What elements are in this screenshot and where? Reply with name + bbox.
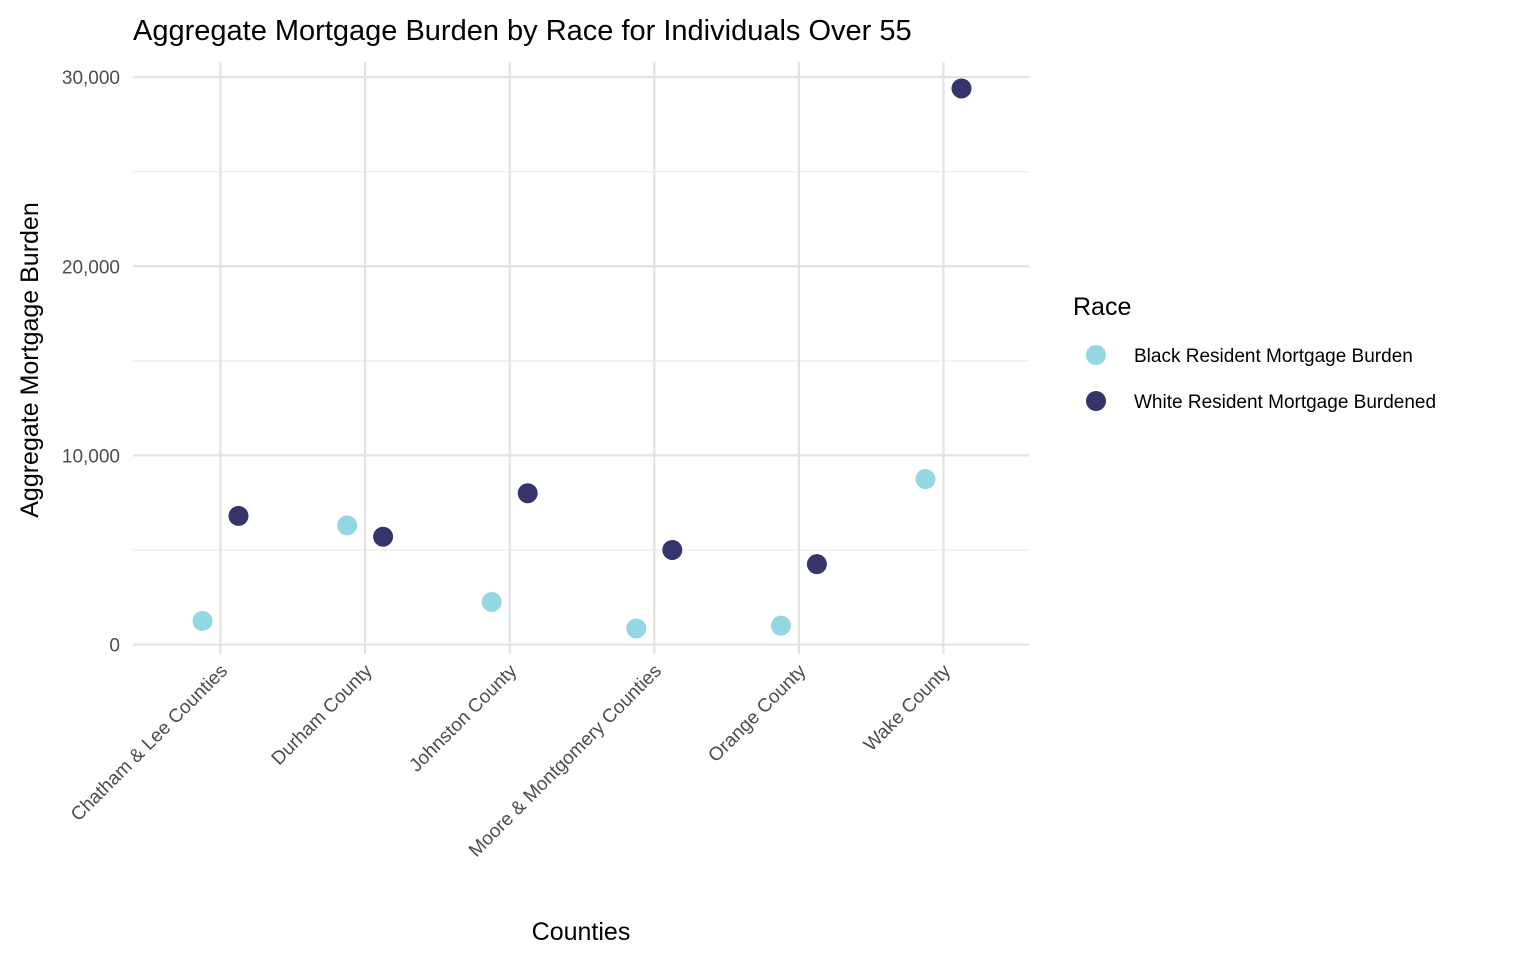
legend-items: Black Resident Mortgage Burden White Resi… [1086,345,1436,413]
chart-title: Aggregate Mortgage Burden by Race for In… [133,15,912,47]
x-tick-label: Orange County [704,660,810,766]
data-point [626,618,647,639]
y-tick-label: 10,000 [62,446,120,467]
data-point [662,539,683,560]
legend-label: White Resident Mortgage Burdened [1134,392,1436,413]
data-point [806,554,827,575]
legend-key [1086,391,1106,411]
data-point [373,526,394,547]
y-axis-label: Aggregate Mortgage Burden [16,202,44,518]
y-tick-label: 0 [109,636,120,657]
data-point [337,515,358,536]
x-tick-label: Chatham & Lee Counties [67,661,232,826]
y-tick-label: 20,000 [62,257,120,278]
x-tick-label: Wake County [860,660,955,755]
data-point [915,469,936,490]
data-point [770,615,791,636]
y-axis-ticks: 0 10,000 20,000 30,000 [62,68,120,656]
x-axis-label: Counties [532,918,631,946]
data-point [192,610,213,631]
x-axis-ticks: Chatham & Lee Counties Durham County Johns… [67,660,955,861]
x-tick-label: Durham County [268,660,377,769]
data-point [481,591,502,612]
legend-label: Black Resident Mortgage Burden [1134,346,1413,367]
data-points [192,78,972,639]
legend-title: Race [1073,293,1131,321]
grid [133,62,1029,654]
data-point [951,78,972,99]
legend-key [1086,345,1106,365]
legend: Race Black Resident Mortgage Burden White… [1073,293,1436,413]
y-tick-label: 30,000 [62,68,120,89]
data-point [517,483,538,504]
x-tick-label: Johnston County [406,660,522,776]
data-point [228,505,249,526]
